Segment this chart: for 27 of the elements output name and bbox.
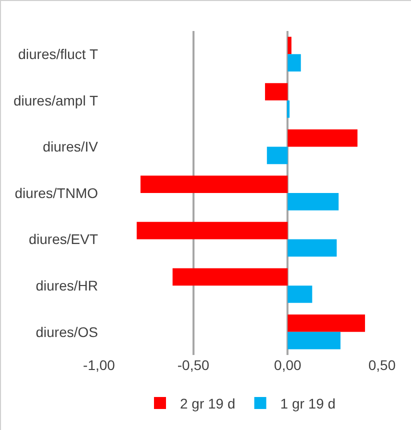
bar [172,268,288,286]
x-tick-label: -0,50 [177,357,210,373]
bar [288,332,340,350]
bar [288,193,339,210]
bar [288,129,358,147]
bar [266,146,288,164]
y-tick-label: diures/EVT [28,231,98,248]
y-tick-label: diures/TNMO [14,184,98,201]
y-tick-label: diures/IV [42,138,99,155]
y-tick-label: diures/fluct T [18,46,98,62]
y-tick-label: diures/OS [36,324,98,340]
bar [288,286,312,303]
y-tick-label: diures/ampl T [13,92,98,108]
legend-label: 2 gr 19 d [180,395,236,412]
x-tick-label: 0,50 [368,357,396,373]
bar [288,54,301,72]
x-tick-label: -1,00 [83,357,116,373]
bar [288,314,366,332]
bar [136,222,288,240]
bar [140,176,288,193]
x-tick-label: 0,00 [274,357,302,373]
bar [265,83,288,100]
bar [288,36,292,54]
y-tick-label: diures/HR [36,277,98,294]
legend-label: 1 gr 19 d [280,395,336,412]
bar [287,100,290,118]
bar [288,239,337,257]
